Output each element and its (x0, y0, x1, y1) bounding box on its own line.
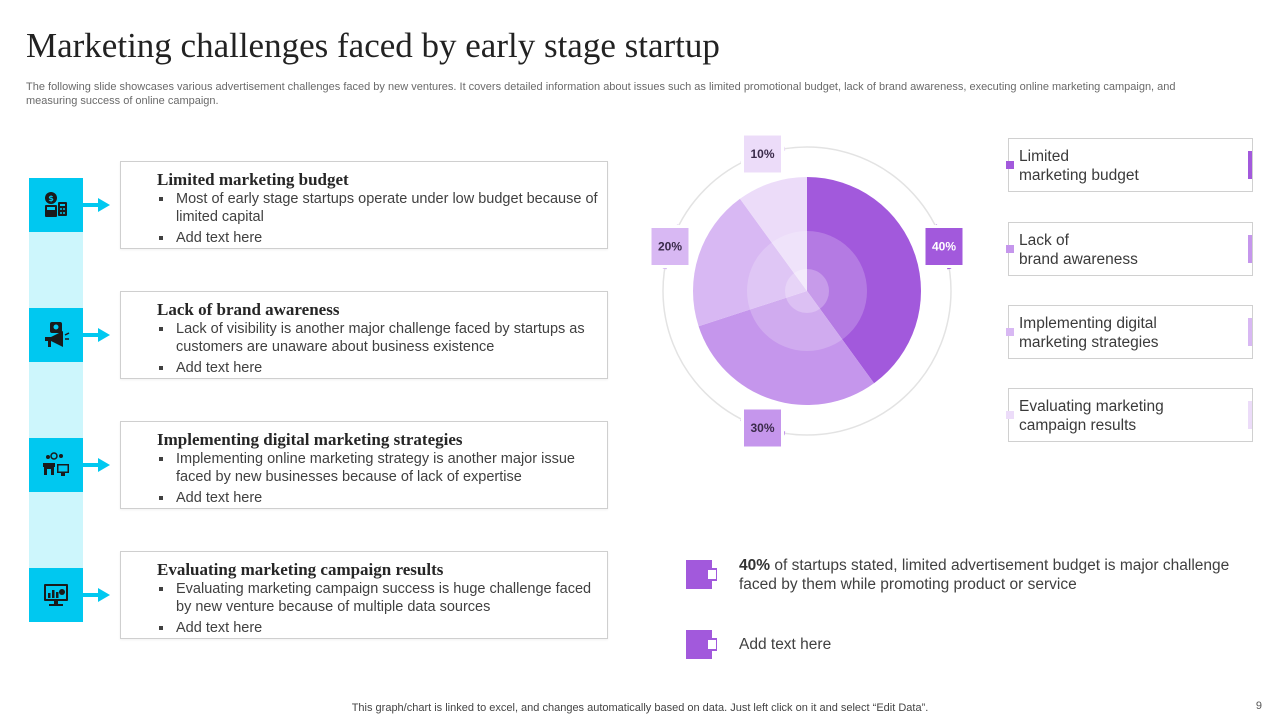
svg-text:30%: 30% (750, 421, 774, 435)
legend-item: Evaluating marketing campaign results (1006, 388, 1253, 442)
challenge-title: Evaluating marketing campaign results (157, 560, 444, 579)
challenge-icon-box-3 (29, 438, 83, 492)
legend-swatch (1006, 328, 1014, 336)
bullet-item: Evaluating marketing campaign success is… (157, 580, 603, 616)
pie-slice[interactable] (807, 177, 922, 384)
legend-item: Limited marketing budget (1006, 138, 1253, 192)
svg-text:10%: 10% (750, 147, 774, 161)
bullet-item: Add text here (157, 359, 603, 377)
challenge-card-1: Limited marketing budget Most of early s… (120, 161, 608, 249)
challenge-bullets: Evaluating marketing campaign success is… (157, 580, 603, 637)
challenge-title: Lack of brand awareness (157, 300, 340, 319)
legend-swatch (1006, 161, 1014, 169)
challenge-title: Limited marketing budget (157, 170, 349, 189)
challenge-icon-box-4 (29, 568, 83, 622)
pie-data-label: 20% (648, 225, 692, 268)
pie-data-label: 30% (741, 406, 784, 450)
bullet-item: Add text here (157, 619, 603, 637)
bullet-item: Add text here (157, 229, 603, 247)
legend-item: Implementing digital marketing strategies (1006, 305, 1253, 359)
digital-store-icon (43, 452, 69, 476)
challenge-bullets: Most of early stage startups operate und… (157, 190, 603, 247)
arrow-right-icon (82, 198, 110, 212)
legend-label: Lack of brand awareness (1019, 232, 1138, 268)
pie-slice[interactable] (698, 291, 875, 406)
challenge-icon-box-1: $ (29, 178, 83, 232)
pie-inner-rings (747, 231, 867, 351)
outer-ring (662, 146, 952, 436)
legend-accent-bar (1248, 401, 1252, 429)
budget-calculator-icon: $ (45, 192, 67, 217)
pie-slices (692, 177, 922, 406)
pie-slice[interactable] (692, 198, 807, 327)
footer-note: This graph/chart is linked to excel, and… (351, 702, 929, 714)
note-marker-icon (686, 630, 717, 659)
legend-label: Implementing digital marketing strategies (1019, 315, 1159, 351)
page-subtitle: The following slide showcases various ad… (26, 81, 1176, 107)
legend-label: Evaluating marketing campaign results (1019, 398, 1164, 434)
note-text: Add text here (739, 636, 832, 653)
challenge-card-2: Lack of brand awareness Lack of visibili… (120, 291, 608, 379)
challenge-bullets: Lack of visibility is another major chal… (157, 320, 603, 377)
bullet-item: Add text here (157, 489, 603, 507)
challenge-bullets: Implementing online marketing strategy i… (157, 450, 603, 507)
legend-label: Limited marketing budget (1019, 148, 1139, 184)
note-text: 40% of startups stated, limited advertis… (739, 557, 1230, 593)
page-number: 9 (1255, 700, 1262, 712)
bullet-item: Lack of visibility is another major chal… (157, 320, 603, 356)
analytics-monitor-icon (44, 584, 68, 606)
svg-text:40%: 40% (932, 240, 956, 254)
svg-text:$: $ (48, 194, 54, 203)
bullet-item: Most of early stage startups operate und… (157, 190, 603, 226)
icon-rail (29, 178, 83, 622)
arrow-right-icon (82, 588, 110, 602)
challenge-card-4: Evaluating marketing campaign results Ev… (120, 551, 608, 639)
legend-swatch (1006, 411, 1014, 419)
legend-accent-bar (1248, 151, 1252, 179)
arrow-right-icon (82, 458, 110, 472)
challenge-title: Implementing digital marketing strategie… (157, 430, 463, 449)
legend-item: Lack of brand awareness (1006, 222, 1253, 276)
challenges-pie-chart[interactable]: 40% 30% 20% 10% (636, 130, 980, 450)
legend-swatch (1006, 245, 1014, 253)
legend-accent-bar (1248, 235, 1252, 263)
pie-data-label: 10% (741, 132, 784, 176)
megaphone-icon (45, 322, 70, 347)
pie-data-label: 40% (922, 225, 966, 268)
arrow-right-icon (82, 328, 110, 342)
svg-text:20%: 20% (658, 240, 682, 254)
bullet-item: Implementing online marketing strategy i… (157, 450, 603, 486)
legend-accent-bar (1248, 318, 1252, 346)
challenge-icon-box-2 (29, 308, 83, 362)
challenge-card-3: Implementing digital marketing strategie… (120, 421, 608, 509)
pie-data-labels: 40% 30% 20% 10% (648, 132, 966, 450)
pie-slice[interactable] (739, 177, 807, 291)
page-title: Marketing challenges faced by early stag… (26, 26, 720, 65)
note-marker-icon (686, 560, 717, 589)
